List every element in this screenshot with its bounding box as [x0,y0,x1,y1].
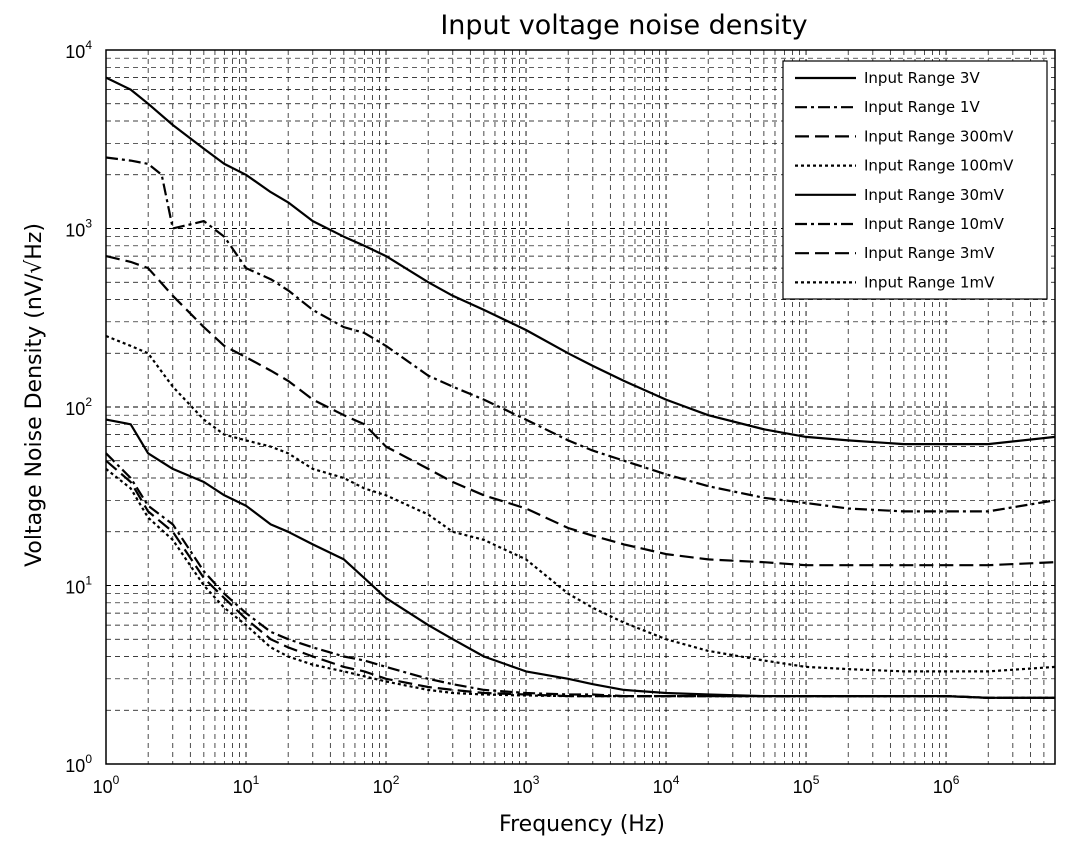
series-line [105,255,1056,567]
legend-entry-label: Input Range 3V [864,69,980,87]
series-line [105,468,1055,699]
series-line [105,459,1055,699]
plot-frame [105,49,1056,765]
x-axis-label: Frequency (Hz) [499,812,665,837]
series-line [105,76,1056,446]
legend-entry-label: Input Range 1mV [864,273,995,291]
legend-box [782,60,1048,300]
legend-entry-label: Input Range 10mV [864,215,1005,233]
legend-entry-label: Input Range 300mV [864,127,1014,145]
y-axis-label: Voltage Noise Density (nV/√Hz) [22,223,47,567]
series-layer [105,76,1056,699]
legend-entry-label: Input Range 30mV [864,186,1005,204]
legend-entry-label: Input Range 100mV [864,157,1014,175]
series-line [105,156,1056,513]
legend: Input Range 3V Input Range 1V Input Range … [782,60,1048,300]
chart-title: Input voltage noise density [440,10,807,41]
legend-entry-label: Input Range 1V [864,98,980,116]
legend-entry-label: Input Range 3mV [864,244,995,262]
series-line [105,334,1056,673]
